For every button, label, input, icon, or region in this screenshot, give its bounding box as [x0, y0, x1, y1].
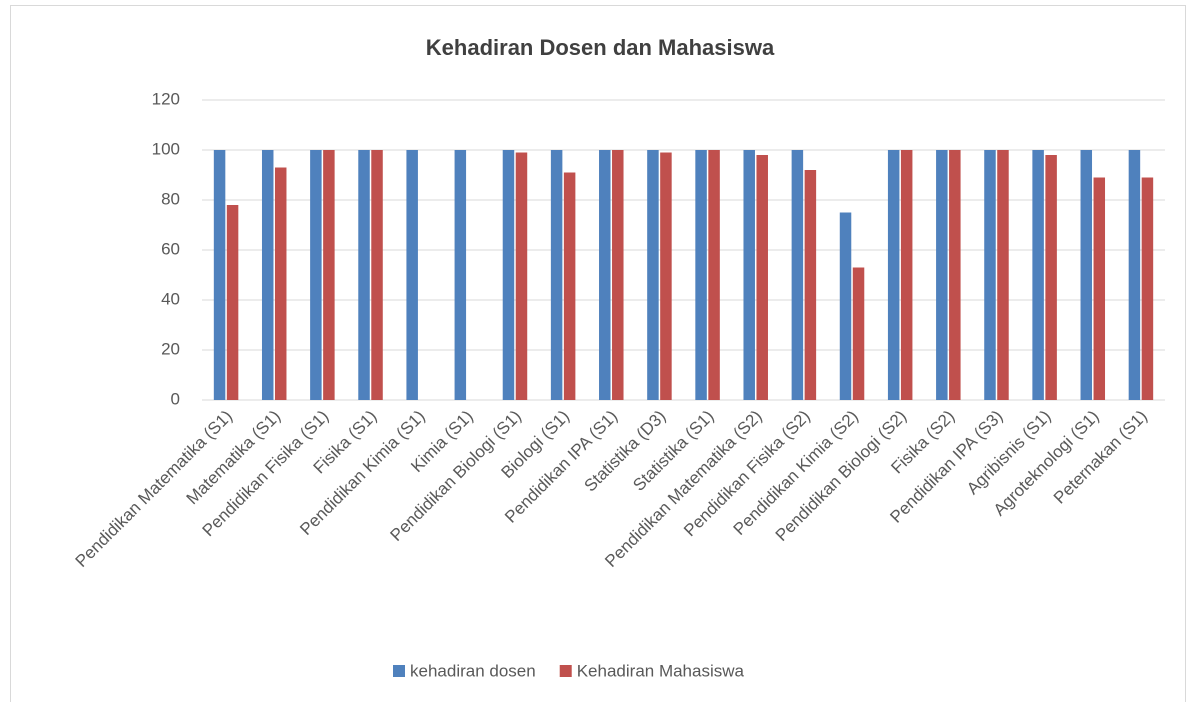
bar — [997, 150, 1009, 400]
bar — [804, 170, 817, 400]
bar — [756, 155, 768, 400]
y-tick-label: 80 — [161, 189, 180, 208]
bar — [226, 205, 239, 400]
bar — [454, 150, 467, 400]
bar — [708, 150, 720, 400]
bar — [852, 267, 865, 400]
legend-label: Kehadiran Mahasiswa — [577, 661, 745, 680]
bar — [900, 150, 913, 400]
bar — [612, 150, 624, 400]
bar — [1093, 177, 1106, 400]
legend-swatch — [559, 665, 572, 677]
bar — [791, 150, 804, 400]
bar — [1045, 155, 1057, 400]
bar — [1080, 150, 1093, 400]
bar — [310, 150, 322, 400]
legend-swatch — [393, 665, 405, 677]
bar — [502, 150, 515, 400]
bar — [323, 150, 335, 400]
y-tick-label: 20 — [161, 339, 180, 358]
y-tick-label: 0 — [171, 389, 180, 408]
bar — [1032, 150, 1044, 400]
bar — [1128, 150, 1141, 400]
bar — [660, 152, 672, 400]
y-tick-label: 120 — [152, 89, 180, 108]
bar — [599, 150, 611, 400]
y-tick-label: 40 — [161, 289, 180, 308]
bar — [949, 150, 961, 400]
bar — [274, 167, 287, 400]
legend-label: kehadiran dosen — [410, 661, 536, 680]
bar — [984, 150, 996, 400]
bar — [563, 172, 576, 400]
bar — [515, 152, 528, 400]
bar — [743, 150, 755, 400]
chart-title: Kehadiran Dosen dan Mahasiswa — [426, 35, 775, 60]
bar — [839, 212, 852, 400]
bar — [261, 150, 274, 400]
bar — [1141, 177, 1154, 400]
y-tick-label: 60 — [161, 239, 180, 258]
bar — [887, 150, 900, 400]
chart-border — [10, 5, 1186, 702]
bar — [406, 150, 418, 400]
bar — [371, 150, 383, 400]
bar — [647, 150, 659, 400]
bar — [936, 150, 948, 400]
bar — [358, 150, 370, 400]
y-tick-label: 100 — [152, 139, 180, 158]
bar — [213, 150, 226, 400]
bar — [550, 150, 563, 400]
bar — [695, 150, 707, 400]
